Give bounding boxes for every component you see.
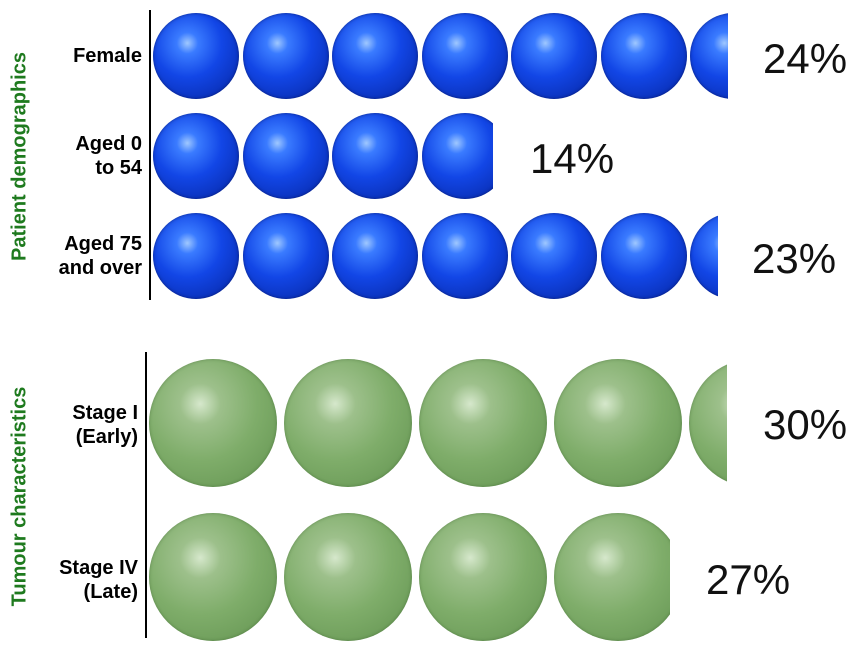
ball-female-5 xyxy=(511,13,597,99)
ball-stage-i-4 xyxy=(554,359,682,487)
ball-aged-0-54-3 xyxy=(332,113,418,199)
ball-stage-iv-1 xyxy=(149,513,277,641)
ball-female-3 xyxy=(332,13,418,99)
ball-row-stage-iv xyxy=(147,512,670,644)
ball-stage-i-3 xyxy=(419,359,547,487)
ball-row-aged-0-54 xyxy=(151,112,493,200)
ball-aged-75-7 xyxy=(690,213,718,299)
axis-line-tumour xyxy=(145,352,147,638)
row-label-aged-75: Aged 75 and over xyxy=(58,233,142,279)
ball-row-stage-i xyxy=(147,358,727,490)
ball-aged-75-4 xyxy=(421,213,508,299)
value-label-aged-0-54: 14% xyxy=(530,135,615,182)
row-label-aged-0-54: Aged 0 to 54 xyxy=(75,133,142,179)
ball-stage-i-2 xyxy=(284,359,412,487)
ball-female-7 xyxy=(690,13,728,99)
ball-stage-iv-2 xyxy=(284,513,412,641)
ball-female-6 xyxy=(600,13,687,99)
ball-stage-iv-4 xyxy=(554,513,670,641)
ball-female-1 xyxy=(153,13,239,99)
group-title-demographics: Patient demographics xyxy=(8,52,31,261)
ball-aged-0-54-4 xyxy=(421,113,493,199)
ball-aged-75-1 xyxy=(153,213,239,299)
group-title-tumour: Tumour characteristics xyxy=(8,386,31,607)
ball-female-4 xyxy=(421,13,508,99)
ball-aged-0-54-1 xyxy=(153,113,239,199)
value-label-aged-75: 23% xyxy=(752,235,837,282)
row-label-stage-i: Stage I (Early) xyxy=(72,402,138,448)
ball-female-2 xyxy=(242,13,329,99)
row-label-stage-iv: Stage IV (Late) xyxy=(59,557,138,603)
value-label-female: 24% xyxy=(763,35,848,82)
ball-stage-iv-3 xyxy=(419,513,547,641)
value-label-stage-i: 30% xyxy=(763,401,848,448)
ball-aged-0-54-2 xyxy=(242,113,329,199)
ball-stage-i-1 xyxy=(149,359,277,487)
value-label-stage-iv: 27% xyxy=(706,556,791,603)
ball-row-female xyxy=(151,12,728,100)
axis-line-demographics xyxy=(149,10,151,300)
ball-aged-75-3 xyxy=(332,213,418,299)
ball-aged-75-5 xyxy=(511,213,597,299)
ball-row-aged-75 xyxy=(151,212,718,300)
ball-aged-75-2 xyxy=(242,213,329,299)
ball-stage-i-5 xyxy=(689,359,727,487)
row-label-female: Female xyxy=(73,45,142,67)
ball-aged-75-6 xyxy=(600,213,687,299)
